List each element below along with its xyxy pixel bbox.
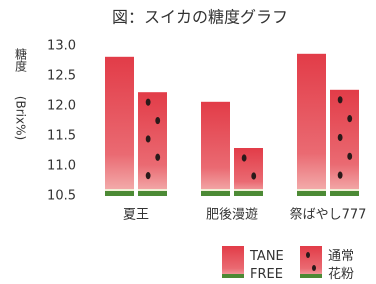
legend-rind xyxy=(300,274,322,278)
y-tick-label: 12.5 xyxy=(47,69,76,84)
y-tick-label: 12.0 xyxy=(47,99,76,114)
rind xyxy=(105,191,134,196)
rind xyxy=(330,191,359,196)
seed xyxy=(347,153,352,160)
seed xyxy=(155,154,160,161)
legend-label: 通常花粉 xyxy=(328,249,354,282)
legend-label-line: TANE xyxy=(249,249,284,264)
seed xyxy=(146,172,151,179)
rind xyxy=(138,191,167,196)
rind-white xyxy=(297,189,326,191)
bar xyxy=(138,92,167,196)
y-axis-label-top: 糖度 xyxy=(14,47,28,72)
legend-swatch xyxy=(300,246,322,278)
seed xyxy=(347,115,352,122)
rind-white xyxy=(138,189,167,191)
rind xyxy=(297,191,326,196)
seed xyxy=(338,134,343,141)
bar xyxy=(297,54,326,196)
x-tick-label: 肥後漫遊 xyxy=(206,208,258,223)
legend-label-line: 通常 xyxy=(328,249,354,264)
seed xyxy=(251,172,256,179)
chart: 図：スイカの糖度グラフ 糖度 (Brix%) 10.5 11.0 11.5 12.0 1… xyxy=(0,0,376,284)
seed xyxy=(155,117,160,124)
x-tick-label: 夏王 xyxy=(123,208,149,223)
seed xyxy=(338,96,343,103)
seed xyxy=(146,99,151,106)
y-tick-label: 13.0 xyxy=(47,39,76,54)
y-tick-label: 11.0 xyxy=(47,159,76,174)
bar xyxy=(105,57,134,196)
chart-title: 図：スイカの糖度グラフ xyxy=(112,8,288,27)
seed xyxy=(242,154,247,161)
y-tick-label: 10.5 xyxy=(47,189,76,204)
bar xyxy=(234,148,263,196)
bar xyxy=(201,102,230,196)
legend-rind xyxy=(222,274,244,278)
x-tick-label: 祭ばやし777 xyxy=(290,208,367,223)
legend-label-line: 花粉 xyxy=(328,266,354,282)
bar xyxy=(330,90,359,196)
legend-swatch xyxy=(222,246,244,278)
seed xyxy=(146,135,151,142)
rind-white xyxy=(234,189,263,191)
rind xyxy=(234,191,263,196)
rind-white xyxy=(201,189,230,191)
seed xyxy=(306,252,310,258)
legend-label: TANE FREE xyxy=(249,249,284,282)
seed xyxy=(312,265,316,271)
rind-white xyxy=(330,189,359,191)
y-axis-label: (Brix%) xyxy=(14,96,28,140)
seed xyxy=(338,172,343,179)
rind-white xyxy=(105,189,134,191)
y-tick-label: 11.5 xyxy=(47,129,76,144)
rind xyxy=(201,191,230,196)
legend-label-line: FREE xyxy=(250,267,283,282)
